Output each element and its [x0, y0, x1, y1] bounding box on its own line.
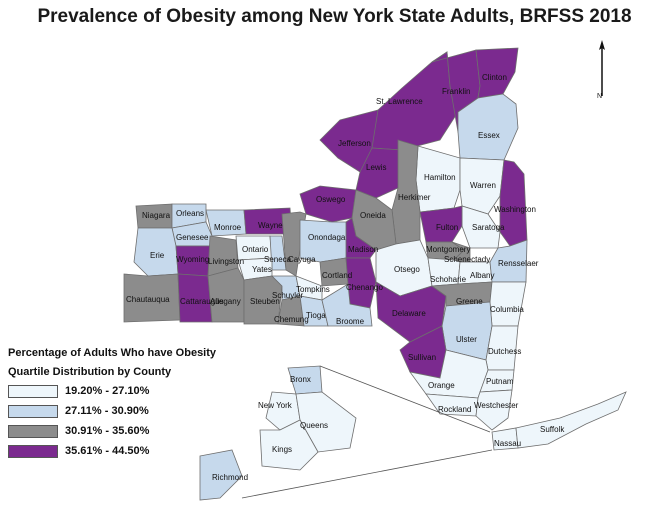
legend-item: 27.11% - 30.90%: [8, 402, 268, 420]
label-new-york: New York: [258, 401, 293, 410]
label-madison: Madison: [348, 245, 378, 254]
label-schuyler: Schuyler: [272, 291, 303, 300]
label-greene: Greene: [456, 297, 483, 306]
label-dutchess: Dutchess: [488, 347, 521, 356]
label-bronx: Bronx: [290, 375, 311, 384]
county-kings: [259, 419, 319, 471]
label-wayne: Wayne: [258, 221, 283, 230]
label-rensselaer: Rensselaer: [498, 259, 539, 268]
label-yates: Yates: [252, 265, 272, 274]
label-queens: Queens: [300, 421, 328, 430]
label-cattaraugus-visible: Cattaraugus: [180, 297, 224, 306]
label-oneida: Oneida: [360, 211, 386, 220]
legend-item: 19.20% - 27.10%: [8, 382, 268, 400]
county-broome: [321, 283, 373, 327]
label-suffolk: Suffolk: [540, 425, 565, 434]
legend-swatch: [8, 424, 58, 438]
county-allegany: [207, 267, 245, 323]
label-orange: Orange: [428, 381, 455, 390]
label-lewis: Lewis: [366, 163, 386, 172]
label-hamilton: Hamilton: [424, 173, 456, 182]
label-jefferson: Jefferson: [338, 139, 371, 148]
label-montgomery: Montgomery: [426, 245, 470, 254]
legend-label: 19.20% - 27.10%: [65, 385, 150, 397]
label-wyoming: Wyoming: [176, 255, 209, 264]
label-richmond: Richmond: [212, 473, 248, 482]
label-nassau: Nassau: [494, 439, 521, 448]
label-ulster: Ulster: [456, 335, 477, 344]
label-washington: Washington: [494, 205, 536, 214]
label-st-lawrence: St. Lawrence: [376, 97, 423, 106]
label-oswego: Oswego: [316, 195, 346, 204]
label-chautauqua: Chautauqua: [126, 295, 170, 304]
label-columbia: Columbia: [490, 305, 524, 314]
county-richmond: [199, 449, 243, 501]
legend-swatch: [8, 404, 58, 418]
label-rockland: Rockland: [438, 405, 471, 414]
label-putnam: Putnam: [486, 377, 514, 386]
legend-subtitle: Quartile Distribution by County: [8, 366, 172, 378]
map-title: Prevalence of Obesity among New York Sta…: [37, 6, 632, 27]
label-fulton: Fulton: [436, 223, 458, 232]
label-otsego: Otsego: [394, 265, 420, 274]
label-tompkins: Tompkins: [296, 285, 330, 294]
label-tioga: Tioga: [306, 311, 326, 320]
legend-swatch: [8, 444, 58, 458]
label-kings: Kings: [272, 445, 292, 454]
label-saratoga: Saratoga: [472, 223, 505, 232]
label-seneca: Seneca: [264, 255, 292, 264]
inset-connector-top: [319, 365, 491, 433]
label-franklin: Franklin: [442, 87, 470, 96]
label-niagara: Niagara: [142, 211, 171, 220]
label-allegany: Allegany: [210, 297, 241, 306]
legend-swatch: [8, 384, 58, 398]
county-westchester: [475, 389, 513, 431]
label-chenango: Chenango: [346, 283, 383, 292]
legend-label: 35.61% - 44.50%: [65, 445, 150, 457]
county-oswego: [299, 185, 357, 223]
county-columbia: [489, 281, 527, 327]
legend: Percentage of Adults Who have Obesity Qu…: [8, 346, 268, 460]
inset-connector-bottom: [241, 449, 493, 499]
label-schenectady: Schenectady: [444, 255, 490, 264]
legend-title: Percentage of Adults Who have Obesity: [8, 347, 217, 359]
label-cortland: Cortland: [322, 271, 352, 280]
label-erie: Erie: [150, 251, 165, 260]
legend-label: 30.91% - 35.60%: [65, 425, 150, 437]
label-genesee: Genesee: [176, 233, 209, 242]
label-schoharie: Schoharie: [430, 275, 467, 284]
label-herkimer: Herkimer: [398, 193, 431, 202]
county-steuben: [243, 275, 283, 325]
county-essex: [457, 93, 519, 161]
label-essex: Essex: [478, 131, 500, 140]
label-albany: Albany: [470, 271, 494, 280]
county-suffolk: [515, 391, 627, 449]
label-steuben: Steuben: [250, 297, 280, 306]
label-cayuga: Cayuga: [288, 255, 316, 264]
label-chemung: Chemung: [274, 315, 309, 324]
label-clinton: Clinton: [482, 73, 507, 82]
label-warren: Warren: [470, 181, 496, 190]
legend-label: 27.11% - 30.90%: [65, 405, 149, 417]
label-ontario: Ontario: [242, 245, 269, 254]
north-arrow-label: N: [597, 93, 602, 98]
legend-item: 35.61% - 44.50%: [8, 442, 268, 460]
label-delaware: Delaware: [392, 309, 426, 318]
label-monroe: Monroe: [214, 223, 242, 232]
label-sullivan: Sullivan: [408, 353, 436, 362]
legend-item: 30.91% - 35.60%: [8, 422, 268, 440]
label-broome: Broome: [336, 317, 365, 326]
label-orleans: Orleans: [176, 209, 204, 218]
north-arrow-icon: N: [597, 40, 605, 98]
label-westchester: Westchester: [474, 401, 519, 410]
county-delaware: [375, 281, 447, 343]
label-onondaga: Onondaga: [308, 233, 346, 242]
label-livingston: Livingston: [208, 257, 244, 266]
county-washington: [499, 159, 528, 247]
